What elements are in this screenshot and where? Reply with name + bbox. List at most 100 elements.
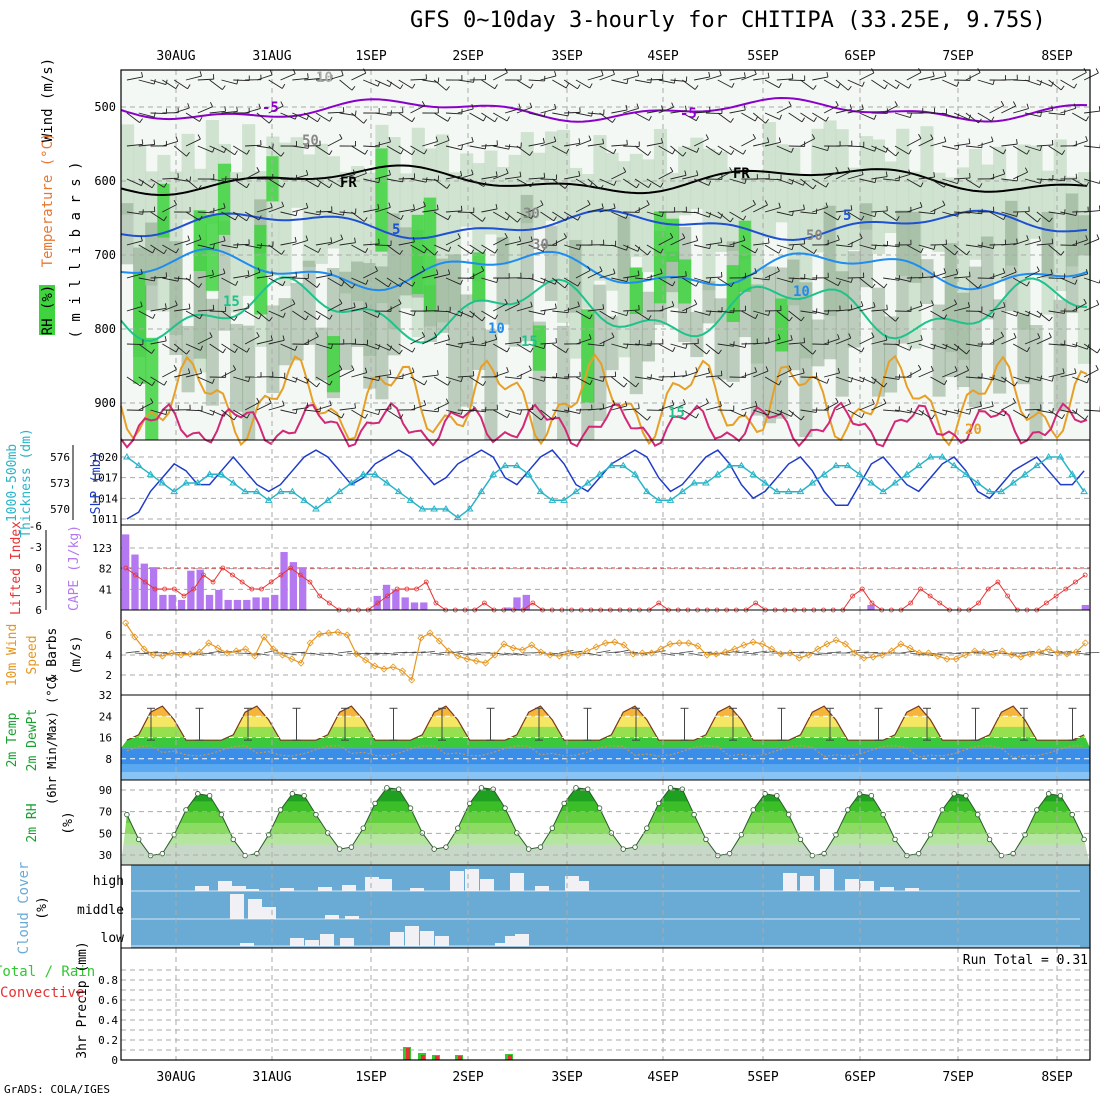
lifted-tick-label: 0 <box>35 562 42 575</box>
wind-barb <box>646 211 663 218</box>
wind-barb <box>304 211 320 216</box>
wind-barb-10m <box>134 652 149 655</box>
wind-barb-flag <box>258 314 262 320</box>
wind-barb <box>989 376 1005 383</box>
wind-barb <box>174 107 190 114</box>
wind-barb <box>1083 277 1100 284</box>
wind-barb-10m <box>670 652 685 655</box>
pressure-tick-label: 500 <box>94 100 116 114</box>
date-label-top: 3SEP <box>551 49 582 64</box>
wind-barb-flag <box>778 380 782 386</box>
thickness-marker <box>607 461 616 469</box>
precip-tick-label: 0 <box>111 1054 118 1067</box>
contour-label: 10 <box>488 321 505 337</box>
precip-axis-label-1: Total / Rain <box>0 964 95 980</box>
wind-barb-flag <box>800 316 805 322</box>
temp-contour-25 <box>120 401 1088 449</box>
wind-barb <box>1083 72 1099 81</box>
wind-barb <box>540 178 557 180</box>
rh-contour-fill <box>1053 299 1067 412</box>
wind-barb <box>859 403 875 411</box>
wind-barb-flag <box>365 248 369 253</box>
wind-barb-flag <box>826 71 829 78</box>
thickness-marker <box>453 513 462 521</box>
wind-barb-flag <box>530 347 534 353</box>
wind-barb <box>634 178 649 189</box>
wind-barb-flag <box>269 70 273 76</box>
wind-barb <box>788 310 802 322</box>
rh-marker <box>384 785 390 791</box>
wind-barb <box>256 206 273 213</box>
wind-barb-flag <box>577 84 581 90</box>
wind-barb <box>174 308 191 312</box>
rh-contour-fill <box>290 137 304 208</box>
wind-barb-flag <box>472 312 475 318</box>
wind-barb-flag <box>494 84 498 89</box>
wind-barb <box>552 145 567 154</box>
wind-barb-flag <box>800 415 805 421</box>
wind-barb <box>906 138 922 147</box>
wind-barb-flag <box>646 200 650 205</box>
wind-barb-flag <box>187 84 191 89</box>
wind-barb <box>1024 211 1038 223</box>
wind-barb-10m <box>374 652 389 655</box>
thickness-marker <box>713 470 722 477</box>
wind-barb <box>528 142 545 147</box>
wind-barb <box>882 310 896 322</box>
wind-barb <box>1036 336 1052 345</box>
wind-barb <box>315 112 330 122</box>
wind-barb-flag <box>885 147 889 153</box>
wind-barb <box>670 145 684 157</box>
wind-barb <box>1048 244 1062 256</box>
precip-axis-label-2: Convective <box>0 985 84 1001</box>
thickness-marker <box>253 487 261 495</box>
wind-barb-flag <box>718 349 722 355</box>
wind-barb <box>883 409 900 412</box>
wind-barb-flag <box>457 233 461 239</box>
wind-barb-flag <box>447 116 451 122</box>
wind-barb-flag <box>874 211 877 217</box>
precip-conv-bar <box>435 1056 439 1060</box>
cloud-bar <box>390 932 404 946</box>
wind-barb <box>528 376 545 382</box>
rh-marker <box>750 807 756 813</box>
wind-barb-flag <box>316 382 321 388</box>
wind-barb-flag <box>589 314 593 320</box>
wind-barb <box>658 79 675 84</box>
wind-barb <box>587 74 604 81</box>
wind-barb <box>670 343 686 349</box>
lifted-marker <box>210 579 216 585</box>
wind-barb <box>823 211 839 221</box>
wind-barb <box>1036 409 1053 414</box>
wind-barb-flag <box>637 270 640 276</box>
wind-barb-flag <box>481 316 486 322</box>
wind-barb <box>623 343 640 346</box>
wind-barb-flag <box>730 282 735 287</box>
wind-barb <box>209 178 226 182</box>
wind-barb-flag <box>696 147 700 153</box>
wind-barb <box>375 112 391 116</box>
wind-barb <box>954 276 971 279</box>
wind-barb <box>162 79 177 90</box>
wind-barb <box>634 343 651 347</box>
cloud-bar <box>240 943 254 946</box>
date-label-bottom: 31AUG <box>252 1070 291 1085</box>
wind-barb <box>942 273 958 279</box>
wind-barb-flag <box>601 70 604 76</box>
wind-barb-flag <box>1038 235 1041 242</box>
wind-barb-flag <box>554 103 557 109</box>
wind-barb <box>1001 402 1016 411</box>
wind-barb <box>563 211 579 221</box>
thickness-axis-label: Thickness (dm) <box>19 428 34 538</box>
thickness-marker <box>631 470 639 477</box>
wind-barb-flag <box>908 169 911 175</box>
wind-barb <box>1072 178 1087 188</box>
wind-barb <box>1024 376 1041 381</box>
rh-marker <box>1034 807 1040 813</box>
rh-marker <box>644 825 650 831</box>
thickness-marker <box>855 470 864 477</box>
cloud-bar <box>378 879 392 891</box>
wind-barb-flag <box>742 235 746 241</box>
wind-barb <box>374 206 391 213</box>
wind-barb <box>729 211 744 221</box>
